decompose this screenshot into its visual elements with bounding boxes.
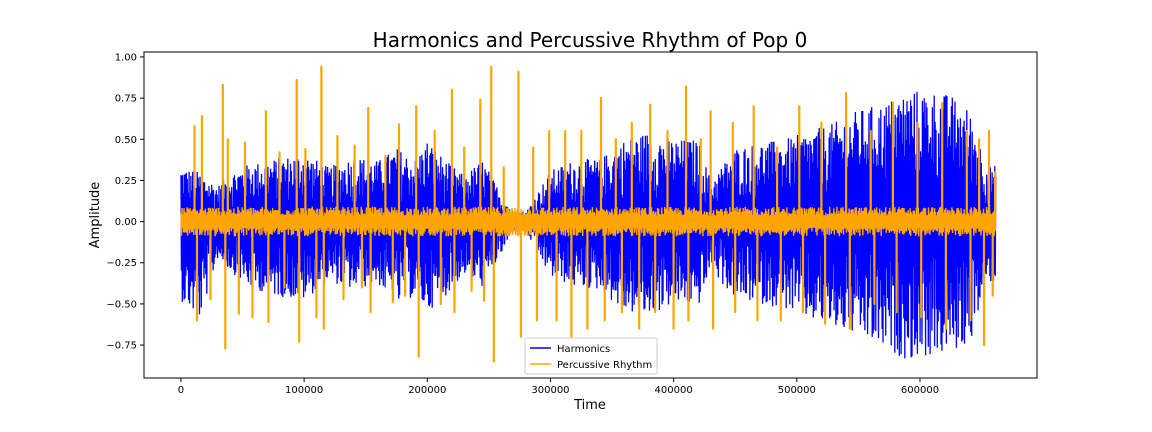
legend-label-harmonics: Harmonics: [557, 344, 610, 355]
series-harmonics: [180, 91, 997, 359]
legend-frame: [524, 337, 658, 375]
plot-frame: [143, 51, 1038, 379]
y-axis: −0.75 −0.50 −0.25 0.00 0.25 0.50 0.75 1.00: [106, 52, 144, 352]
x-tick-label: 300000: [531, 385, 569, 396]
x-axis: 0 100000 200000 300000 400000 500000 600000: [178, 378, 939, 396]
y-tick-label: −0.25: [106, 258, 137, 269]
y-axis-label: Amplitude: [88, 182, 103, 249]
x-tick-label: 100000: [285, 385, 323, 396]
legend: Harmonics Percussive Rhythm: [524, 337, 658, 375]
y-tick-label: −0.50: [106, 299, 137, 310]
legend-label-percussive-rhythm: Percussive Rhythm: [557, 360, 652, 371]
y-tick-label: 0.75: [115, 94, 137, 105]
x-tick-label: 600000: [901, 385, 939, 396]
x-tick-label: 500000: [778, 385, 816, 396]
y-tick-label: 0.00: [115, 217, 137, 228]
plot-area: [180, 65, 997, 363]
y-tick-label: 0.50: [115, 135, 137, 146]
chart-title: Harmonics and Percussive Rhythm of Pop 0: [373, 28, 808, 52]
x-tick-label: 200000: [408, 385, 446, 396]
x-tick-label: 400000: [655, 385, 693, 396]
y-tick-label: 0.25: [115, 176, 137, 187]
x-tick-label: 0: [178, 385, 184, 396]
harmonics-line: [180, 91, 997, 359]
x-axis-label: Time: [573, 398, 606, 413]
y-tick-label: 1.00: [115, 52, 137, 63]
series-percussive-rhythm: [180, 65, 997, 363]
y-tick-label: −0.75: [106, 341, 137, 352]
